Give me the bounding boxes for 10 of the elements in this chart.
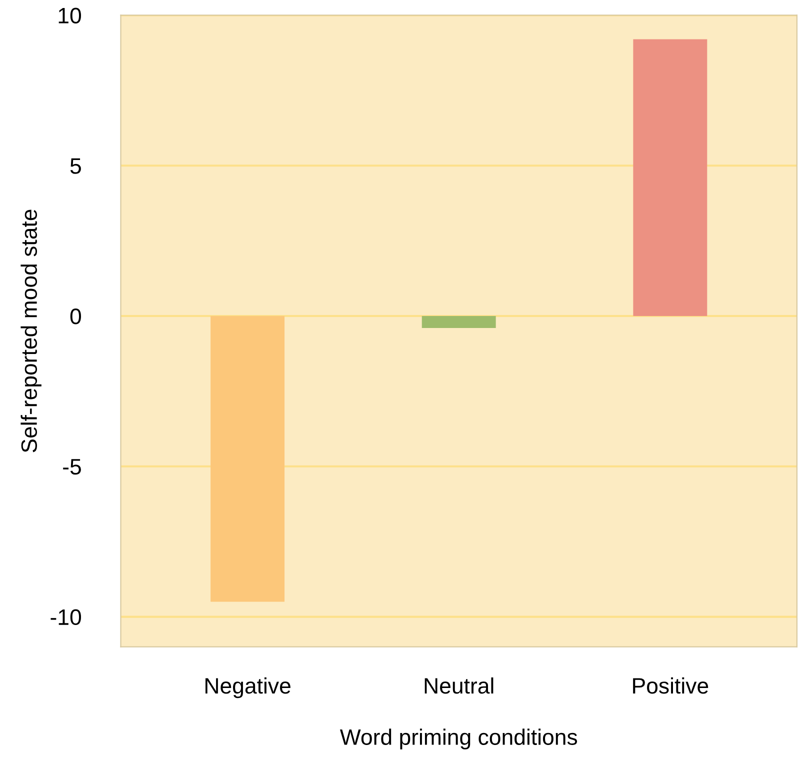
- x-axis-title: Word priming conditions: [340, 728, 578, 750]
- y-tick-label: -10: [50, 609, 81, 626]
- y-tick-label: 0: [70, 308, 81, 324]
- x-tick-label: Negative: [206, 677, 290, 698]
- x-tick-label: Neutral: [424, 677, 494, 694]
- y-tick-label: 10: [58, 8, 81, 24]
- y-axis-title: Self-reported mood state: [20, 210, 42, 452]
- y-tick-label: 5: [70, 158, 81, 174]
- x-tick-label: Positive: [633, 677, 708, 694]
- y-tick-label: -5: [63, 459, 81, 475]
